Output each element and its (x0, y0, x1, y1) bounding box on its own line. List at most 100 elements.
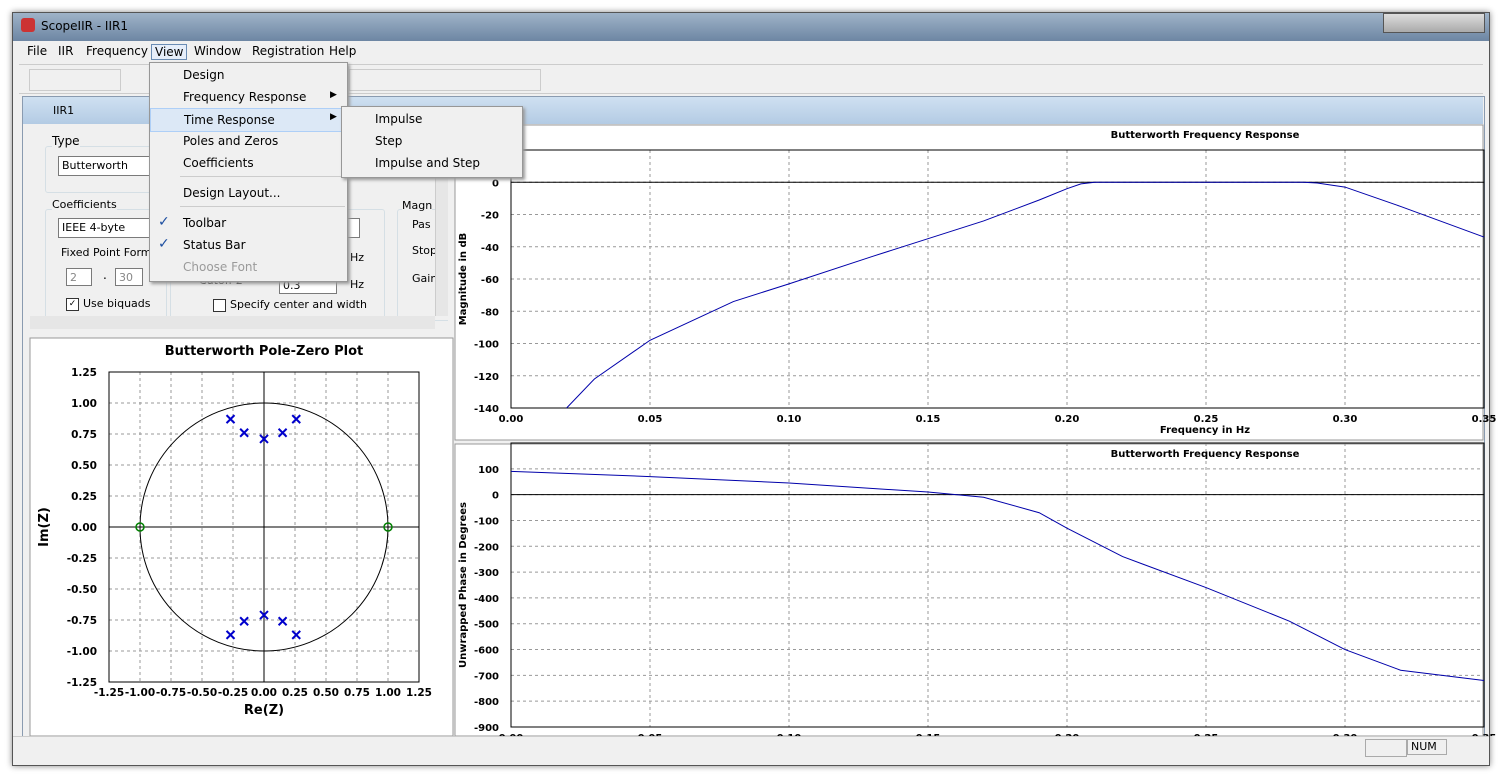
y-tick-label: -0.50 (67, 584, 97, 596)
y-tick-label: 0.25 (71, 491, 97, 503)
label: Stop (412, 244, 438, 257)
type-select[interactable]: Butterworth (58, 156, 150, 176)
pole-marker (225, 630, 236, 640)
x-tick-label: 0.25 (1194, 414, 1219, 425)
menu-item[interactable]: Toolbar (183, 216, 227, 230)
label: Hz (350, 278, 365, 291)
menu-item[interactable]: Choose Font (183, 260, 258, 274)
status-num: NUM (1407, 739, 1447, 755)
y-tick-label: -40 (481, 243, 499, 254)
x-tick-label: 0.05 (638, 414, 663, 425)
coefficients-select[interactable]: IEEE 4-byte (58, 218, 150, 238)
y-tick-label: -0.25 (67, 553, 97, 565)
title-bar: ScopeIIR - IIR1 (13, 13, 1489, 41)
chart-panel (29, 337, 454, 736)
y-tick-label: -100 (474, 516, 499, 527)
label: Use biquads (83, 297, 151, 310)
menu-item[interactable]: Design (183, 68, 225, 82)
x-tick-label: -0.75 (156, 687, 186, 699)
menu-bar: File IIR Frequency View Window Registration He… (19, 41, 1483, 63)
x-tick-label: 0.25 (282, 687, 308, 699)
zero-marker (135, 522, 145, 532)
x-tick-label: 0.30 (1333, 414, 1358, 425)
submenu-arrow: ▶ (330, 90, 337, 100)
chart-title: Butterworth Frequency Response (1111, 449, 1300, 460)
x-tick-label: 0.00 (499, 733, 524, 736)
y-tick-label: -20 (481, 211, 499, 222)
menu-bar-item[interactable]: Registration (252, 44, 325, 58)
menu-item[interactable]: Design Layout... (183, 186, 281, 200)
y-tick-label: -700 (474, 671, 499, 682)
label: Magn (402, 199, 433, 212)
toolbar-buttons[interactable] (349, 69, 541, 91)
y-tick-label: -1.25 (67, 677, 97, 689)
y-tick-label: -120 (474, 372, 499, 383)
menu-item[interactable]: Coefficients (183, 156, 254, 170)
menu-item[interactable]: Time Response (150, 108, 347, 132)
check-mark: ✓ (158, 214, 170, 230)
menu-item[interactable]: Step (375, 134, 403, 148)
child-title: IIR1 (53, 104, 75, 117)
y-tick-label: 1.25 (71, 367, 97, 379)
pole-marker (277, 428, 288, 438)
y-tick-label: 1.00 (71, 398, 97, 410)
label: Gain (412, 272, 438, 285)
x-tick-label: 0.15 (916, 733, 941, 736)
checkbox[interactable] (213, 299, 226, 312)
input[interactable]: 2 (66, 268, 92, 286)
toolbar-buttons[interactable] (29, 69, 121, 91)
menu-bar-item[interactable]: Help (329, 44, 357, 58)
x-tick-label: 0.35 (1472, 414, 1497, 425)
y-tick-label: -1.00 (67, 646, 97, 658)
charts: -1.25 -1.00 -0.75 -0.50 -0.25 0.00 0.25 0.50 0.7… (29, 124, 1497, 736)
x-tick-label: 0.00 (499, 414, 524, 425)
x-tick-label: 0.35 (1472, 733, 1497, 736)
y-axis-label: Im(Z) (37, 507, 52, 547)
label: Hz (350, 251, 365, 264)
y-tick-label: -80 (481, 307, 499, 318)
plot-frame (510, 442, 1485, 728)
x-tick-label: -0.50 (187, 687, 217, 699)
toolbar (19, 64, 1483, 94)
label: Fixed Point Format (61, 246, 163, 259)
menu-item[interactable]: Poles and Zeros (183, 134, 279, 148)
zero-marker (383, 522, 393, 532)
x-axis-label: Re(Z) (244, 703, 284, 718)
menu-bar-item[interactable]: File (27, 44, 48, 58)
chart-panel (454, 124, 1484, 441)
x-tick-label: 0.00 (251, 687, 277, 699)
time-response-menu: Impulse Step Impulse and Step (341, 106, 523, 178)
menu-bar-item[interactable]: IIR (58, 44, 74, 58)
pole-marker (291, 630, 301, 640)
y-tick-label: 0 (492, 491, 499, 502)
y-tick-label: -900 (474, 723, 499, 734)
pole-marker (291, 414, 301, 424)
window-controls[interactable] (1383, 13, 1485, 33)
menu-item[interactable]: Status Bar (183, 238, 246, 252)
menu-item[interactable]: Impulse (375, 112, 423, 126)
app-icon (21, 18, 35, 32)
y-tick-label: -60 (481, 275, 499, 286)
x-tick-label: -0.25 (218, 687, 248, 699)
unit-circle (139, 402, 389, 652)
y-tick-label: -300 (474, 568, 499, 579)
input[interactable]: 30 (115, 268, 143, 286)
checkbox[interactable]: ✓ (66, 298, 79, 311)
label: Type (52, 134, 80, 148)
x-tick-label: 1.25 (406, 687, 432, 699)
menu-bar-item[interactable]: View (151, 44, 188, 60)
pole-marker (239, 428, 249, 438)
x-axis-label: Frequency in Hz (1160, 425, 1250, 436)
y-tick-label: 100 (478, 465, 499, 476)
chart-panel (454, 443, 1484, 736)
menu-bar-item[interactable]: Frequency (86, 44, 148, 58)
x-tick-label: 0.15 (916, 414, 941, 425)
menu-bar-item[interactable]: Window (194, 44, 242, 58)
menu-item[interactable]: Frequency Response (183, 90, 307, 104)
pole-marker (259, 610, 269, 620)
menu-item[interactable]: Impulse and Step (375, 156, 480, 170)
x-tick-label: 0.20 (1055, 733, 1080, 736)
horizontal-scrollbar[interactable] (30, 316, 435, 329)
y-tick-label: 0.75 (71, 429, 97, 441)
